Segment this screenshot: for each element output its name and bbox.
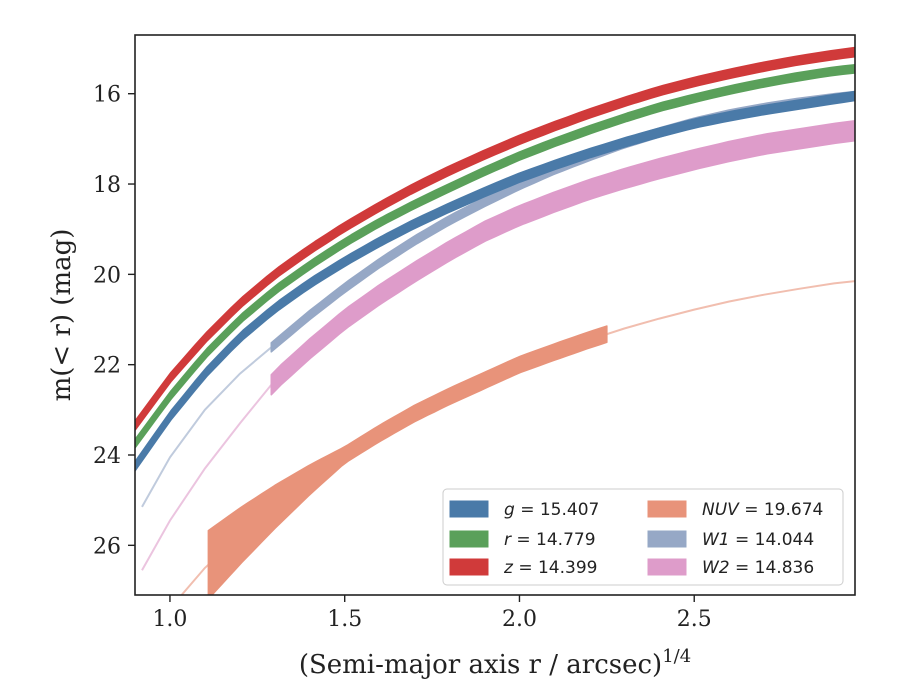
legend-band-name: W2 [702, 558, 730, 578]
legend-swatch-z [449, 558, 489, 576]
legend-band-name: NUV [702, 500, 740, 520]
legend-label-r: r = 14.779 [504, 530, 596, 550]
x-axis-title-text: (Semi-major axis r / arcsec) [299, 650, 662, 680]
y-tick-label: 18 [93, 173, 121, 198]
legend-label-g: g = 15.407 [504, 500, 599, 520]
series-w2-band [270, 120, 855, 396]
y-axis: 16 18 20 22 24 26 [93, 83, 135, 559]
series-r-band [135, 64, 855, 449]
legend-label-z: z = 14.399 [503, 558, 597, 578]
legend-band-name: g [504, 500, 515, 520]
legend-swatch-r [449, 530, 489, 548]
x-tick-label: 1.0 [152, 607, 187, 632]
legend-label-w1: W1 = 14.044 [702, 530, 814, 550]
y-tick-label: 26 [93, 534, 121, 559]
plot-area [135, 46, 855, 595]
legend-magnitude: = 15.407 [515, 500, 600, 520]
y-tick-label: 16 [93, 83, 121, 108]
legend-magnitude: = 14.779 [511, 530, 596, 550]
legend-band-name: z [503, 558, 514, 578]
x-axis-title: (Semi-major axis r / arcsec)1/4 [299, 646, 691, 680]
legend-band-name: r [504, 530, 512, 550]
y-tick-label: 22 [93, 354, 121, 379]
series-g-band [135, 90, 855, 472]
x-axis: 1.0 1.5 2.0 2.5 [152, 595, 712, 632]
series-nuv-band [207, 325, 608, 595]
legend-band-name: W1 [702, 530, 730, 550]
plot-frame [134, 34, 856, 596]
legend-magnitude: = 19.674 [739, 500, 824, 520]
legend-swatch-g [449, 500, 489, 518]
legend-swatch-w2 [647, 558, 687, 576]
legend-swatch-nuv [647, 500, 687, 518]
x-tick-label: 2.0 [502, 607, 537, 632]
legend-label-w2: W2 = 14.836 [702, 558, 814, 578]
series-z-band [135, 46, 855, 432]
y-tick-label: 20 [93, 263, 121, 288]
y-tick-label: 24 [93, 444, 121, 469]
series-w1-band [270, 90, 855, 353]
x-tick-label: 2.5 [677, 607, 712, 632]
legend-swatch-w1 [647, 530, 687, 548]
legend-magnitude: = 14.836 [730, 558, 815, 578]
x-tick-label: 1.5 [327, 607, 362, 632]
legend-box [442, 488, 844, 586]
legend-magnitude: = 14.044 [730, 530, 815, 550]
legend-label-nuv: NUV = 19.674 [702, 500, 823, 520]
x-axis-title-exponent: 1/4 [662, 646, 691, 667]
legend-magnitude: = 14.399 [513, 558, 598, 578]
y-axis-title: m(< r) (mag) [47, 229, 77, 402]
